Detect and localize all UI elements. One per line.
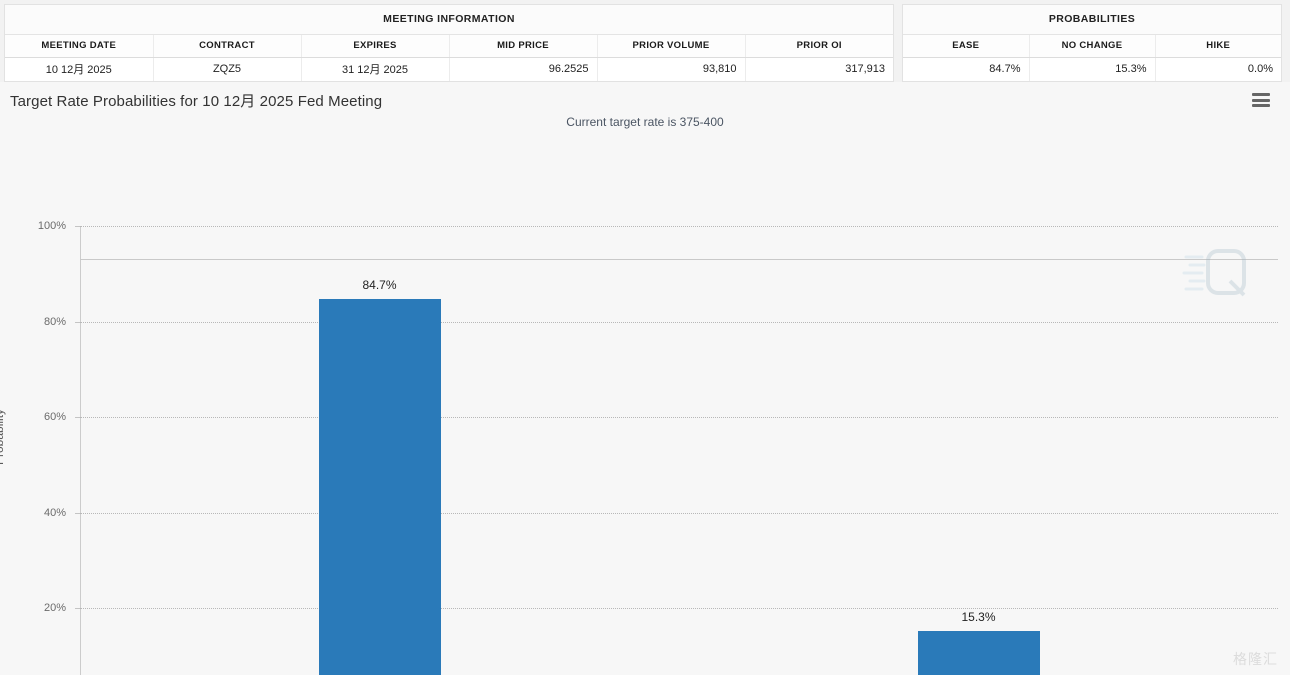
- probabilities-table: PROBABILITIES EASE NO CHANGE HIKE 84.7% …: [902, 4, 1282, 82]
- cell-prior-oi: 317,913: [745, 57, 893, 81]
- col-header-hike[interactable]: HIKE: [1155, 34, 1281, 58]
- meeting-table-group-header: MEETING INFORMATION: [5, 5, 893, 35]
- y-tick-mark: [75, 226, 80, 227]
- y-gridline: [80, 608, 1278, 610]
- cell-ease: 84.7%: [903, 57, 1030, 81]
- bar-value-label: 84.7%: [362, 278, 397, 293]
- meeting-table-group-header-label: MEETING INFORMATION: [5, 5, 893, 35]
- probabilities-table-row: 84.7% 15.3% 0.0%: [903, 57, 1281, 81]
- chart-container: Target Rate Probabilities for 10 12月 202…: [0, 82, 1290, 675]
- bar-350-375[interactable]: [318, 299, 441, 675]
- y-gridline: [80, 417, 1278, 419]
- hamburger-bar-3: [1252, 104, 1270, 107]
- hamburger-bar-1: [1252, 93, 1270, 96]
- col-header-prior-oi[interactable]: PRIOR OI: [745, 34, 893, 58]
- chart-subtitle: Current target rate is 375-400: [566, 115, 724, 129]
- y-tick-mark: [75, 417, 80, 419]
- y-gridline: [80, 226, 1278, 227]
- y-tick-mark: [75, 512, 80, 514]
- y-tick-label: 60%: [43, 411, 66, 424]
- hamburger-bar-2: [1252, 98, 1270, 102]
- bar-375-400[interactable]: [917, 630, 1040, 675]
- cell-expires: 31 12月 2025: [301, 57, 450, 81]
- y-tick-label: 100%: [37, 220, 66, 232]
- plot-area: 0%20%40%60%80%100%84.7%15.3%: [38, 220, 1278, 675]
- meeting-table-column-headers: MEETING DATE CONTRACT EXPIRES MID PRICE …: [5, 34, 893, 58]
- col-header-no-change[interactable]: NO CHANGE: [1029, 34, 1156, 58]
- y-axis-title: Probability: [0, 408, 6, 465]
- cell-no-change: 15.3%: [1029, 57, 1156, 81]
- col-header-meeting-date[interactable]: MEETING DATE: [5, 34, 154, 58]
- probabilities-table-column-headers: EASE NO CHANGE HIKE: [903, 34, 1281, 58]
- y-gridline: [80, 321, 1278, 323]
- cell-contract: ZQZ5: [153, 57, 302, 81]
- col-header-expires[interactable]: EXPIRES: [301, 34, 450, 58]
- y-tick-label: 20%: [43, 602, 66, 615]
- y-tick-mark: [75, 321, 80, 323]
- col-header-prior-volume[interactable]: PRIOR VOLUME: [597, 34, 746, 58]
- summary-tables-strip: MEETING INFORMATION MEETING DATE CONTRAC…: [0, 0, 1290, 82]
- y-tick-mark: [75, 608, 80, 610]
- y-gridline: [80, 512, 1278, 514]
- probabilities-table-group-header-label: PROBABILITIES: [903, 5, 1281, 35]
- bar-value-label: 15.3%: [961, 609, 996, 624]
- cell-mid-price: 96.2525: [449, 57, 598, 81]
- y-axis-line: [80, 226, 81, 675]
- hamburger-menu-icon[interactable]: [1252, 93, 1270, 107]
- y-tick-label: 80%: [43, 315, 66, 328]
- col-header-mid-price[interactable]: MID PRICE: [449, 34, 598, 58]
- reference-line: [80, 259, 1278, 261]
- chart-title: Target Rate Probabilities for 10 12月 202…: [10, 93, 383, 110]
- probabilities-table-group-header: PROBABILITIES: [903, 5, 1281, 35]
- cell-hike: 0.0%: [1155, 57, 1281, 81]
- col-header-ease[interactable]: EASE: [903, 34, 1030, 58]
- cell-prior-volume: 93,810: [597, 57, 746, 81]
- col-header-contract[interactable]: CONTRACT: [153, 34, 302, 58]
- y-tick-label: 40%: [43, 506, 66, 519]
- meeting-information-table: MEETING INFORMATION MEETING DATE CONTRAC…: [4, 4, 894, 82]
- meeting-table-row: 10 12月 2025 ZQZ5 31 12月 2025 96.2525 93,…: [5, 57, 893, 81]
- cell-meeting-date: 10 12月 2025: [5, 57, 154, 81]
